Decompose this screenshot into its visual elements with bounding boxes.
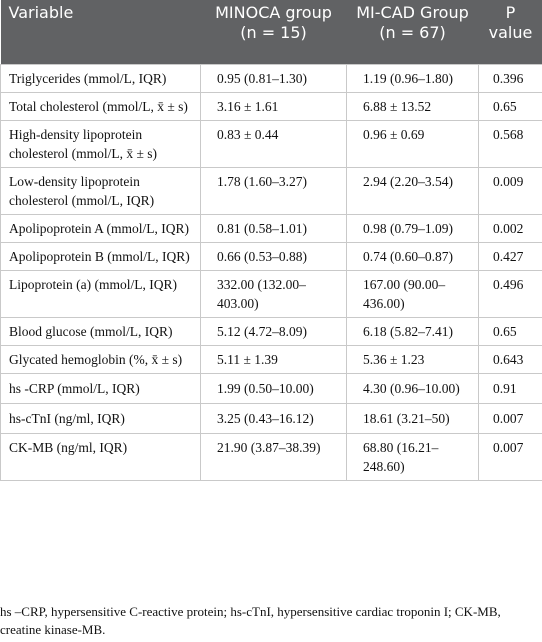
table-cell: High-density lipoprotein cholesterol (mm… — [0, 120, 201, 168]
table-cell: 0.83 ± 0.44 — [200, 120, 347, 168]
table-cell: 1.19 (0.96–1.80) — [346, 64, 479, 93]
table-cell: Apolipoprotein B (mmol/L, IQR) — [0, 242, 201, 271]
table-cell: 0.009 — [478, 167, 542, 215]
table-row: Low-density lipoprotein cholesterol (mmo… — [0, 167, 542, 215]
table-cell: hs -CRP (mmol/L, IQR) — [0, 373, 201, 404]
table-cell: 0.007 — [478, 403, 542, 434]
table-cell: 0.65 — [478, 317, 542, 346]
column-header: MINOCA group (n = 15) — [200, 0, 347, 65]
table-cell: 68.80 (16.21–248.60) — [346, 433, 479, 481]
table-cell: 5.12 (4.72–8.09) — [200, 317, 347, 346]
data-table: Variable MINOCA group (n = 15) MI-CAD Grou… — [0, 0, 542, 481]
table-cell: 1.99 (0.50–10.00) — [200, 373, 347, 404]
table-row: Apolipoprotein B (mmol/L, IQR) 0.66 (0.53… — [0, 242, 542, 271]
table-row: Blood glucose (mmol/L, IQR) 5.12 (4.72–8.… — [0, 317, 542, 346]
table-cell: 0.74 (0.60–0.87) — [346, 242, 479, 271]
table-row: Triglycerides (mmol/L, IQR) 0.95 (0.81–1.… — [0, 64, 542, 93]
table-cell: 0.496 — [478, 270, 542, 318]
table-cell: 167.00 (90.00–436.00) — [346, 270, 479, 318]
table-cell: 0.96 ± 0.69 — [346, 120, 479, 168]
table-row: CK-MB (ng/ml, IQR) 21.90 (3.87–38.39) 68.8… — [0, 433, 542, 481]
table-row: hs-cTnI (ng/ml, IQR) 3.25 (0.43–16.12) 18.… — [0, 403, 542, 434]
table-row: Glycated hemoglobin (%, x̄ ± s) 5.11 ± 1.… — [0, 345, 542, 374]
table-cell: 0.568 — [478, 120, 542, 168]
table-cell: Apolipoprotein A (mmol/L, IQR) — [0, 214, 201, 243]
table-cell: Total cholesterol (mmol/L, x̄ ± s) — [0, 92, 201, 121]
table-cell: Low-density lipoprotein cholesterol (mmo… — [0, 167, 201, 215]
table-cell: 3.16 ± 1.61 — [200, 92, 347, 121]
table-cell: 0.65 — [478, 92, 542, 121]
table-cell: 0.66 (0.53–0.88) — [200, 242, 347, 271]
table-cell: Triglycerides (mmol/L, IQR) — [0, 64, 201, 93]
table-row: High-density lipoprotein cholesterol (mm… — [0, 120, 542, 168]
table-cell: CK-MB (ng/ml, IQR) — [0, 433, 201, 481]
column-header: P value — [478, 0, 542, 65]
table-cell: 0.427 — [478, 242, 542, 271]
table-cell: 0.643 — [478, 345, 542, 374]
table-cell: 6.88 ± 13.52 — [346, 92, 479, 121]
table-cell: Glycated hemoglobin (%, x̄ ± s) — [0, 345, 201, 374]
table-cell: 0.95 (0.81–1.30) — [200, 64, 347, 93]
footnote: hs –CRP, hypersensitive C-reactive prote… — [0, 604, 501, 637]
table-row: hs -CRP (mmol/L, IQR) 1.99 (0.50–10.00) 4.… — [0, 373, 542, 404]
table-cell: 21.90 (3.87–38.39) — [200, 433, 347, 481]
table-cell: hs-cTnI (ng/ml, IQR) — [0, 403, 201, 434]
header-row: Variable MINOCA group (n = 15) MI-CAD Grou… — [0, 0, 542, 65]
column-header: Variable — [0, 0, 201, 65]
table-cell: 0.81 (0.58–1.01) — [200, 214, 347, 243]
table-cell: 18.61 (3.21–50) — [346, 403, 479, 434]
table-cell: 0.007 — [478, 433, 542, 481]
table-row: Apolipoprotein A (mmol/L, IQR) 0.81 (0.58… — [0, 214, 542, 243]
table-cell: Blood glucose (mmol/L, IQR) — [0, 317, 201, 346]
table-cell: 2.94 (2.20–3.54) — [346, 167, 479, 215]
table-cell: 332.00 (132.00–403.00) — [200, 270, 347, 318]
table-cell: 0.396 — [478, 64, 542, 93]
table-cell: 0.002 — [478, 214, 542, 243]
table-row: Total cholesterol (mmol/L, x̄ ± s) 3.16 ±… — [0, 92, 542, 121]
table-body: Triglycerides (mmol/L, IQR) 0.95 (0.81–1.… — [0, 64, 542, 481]
table-cell: 0.91 — [478, 373, 542, 404]
table-cell: 1.78 (1.60–3.27) — [200, 167, 347, 215]
table-cell: 5.11 ± 1.39 — [200, 345, 347, 374]
table-cell: Lipoprotein (a) (mmol/L, IQR) — [0, 270, 201, 318]
table-cell: 6.18 (5.82–7.41) — [346, 317, 479, 346]
table-row: Lipoprotein (a) (mmol/L, IQR) 332.00 (132… — [0, 270, 542, 318]
table-cell: 0.98 (0.79–1.09) — [346, 214, 479, 243]
table-cell: 4.30 (0.96–10.00) — [346, 373, 479, 404]
column-header: MI-CAD Group (n = 67) — [346, 0, 479, 65]
table-cell: 3.25 (0.43–16.12) — [200, 403, 347, 434]
table-cell: 5.36 ± 1.23 — [346, 345, 479, 374]
